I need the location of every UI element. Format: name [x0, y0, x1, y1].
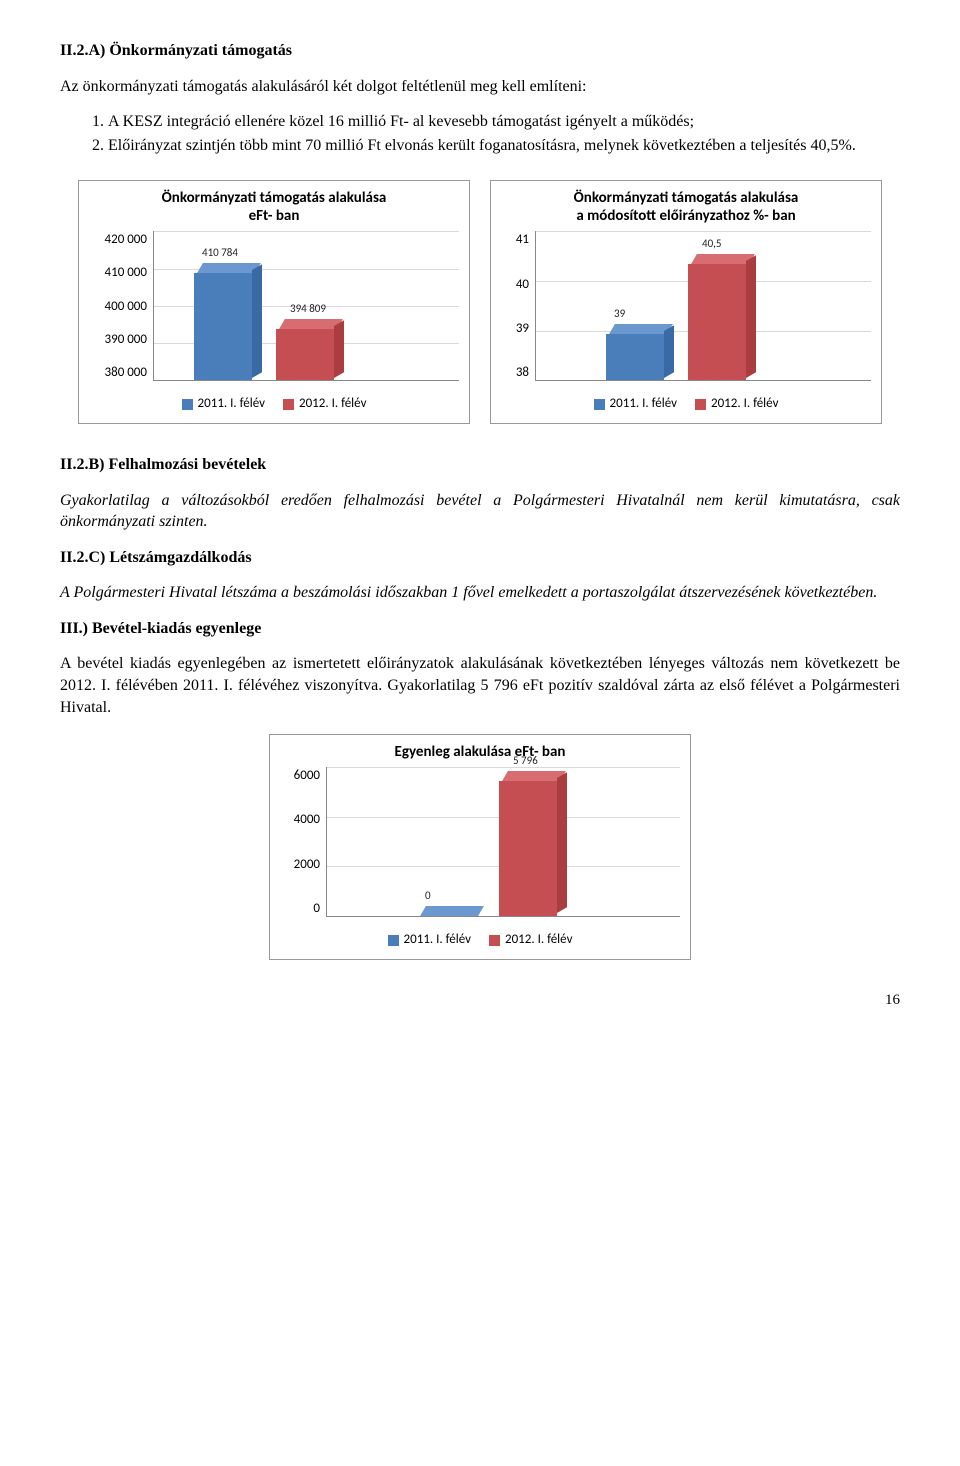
- bar: 394 809: [276, 240, 346, 380]
- ytick: 380 000: [105, 364, 147, 382]
- para-b: Gyakorlatilag a változásokból eredően fe…: [60, 490, 900, 533]
- ytick: 400 000: [105, 298, 147, 316]
- bar-label: 5 796: [513, 754, 538, 769]
- ytick: 38: [516, 364, 529, 382]
- para-iii: A bevétel kiadás egyenlegében az ismerte…: [60, 653, 900, 718]
- bar-label: 394 809: [290, 302, 326, 317]
- bar: 5 796: [499, 776, 569, 916]
- legend-item: 2012. I. félév: [283, 395, 366, 413]
- legend-label: 2011. I. félév: [404, 931, 471, 949]
- chart-bottom: Egyenleg alakulása eFt- ban 6000 4000 20…: [269, 734, 691, 960]
- bar-label: 40,5: [702, 237, 721, 252]
- plot: 39 40,5: [535, 231, 871, 381]
- ytick: 410 000: [105, 264, 147, 282]
- bar: 40,5: [688, 240, 758, 380]
- bar: 39: [606, 240, 676, 380]
- chart-single: Egyenleg alakulása eFt- ban 6000 4000 20…: [60, 734, 900, 960]
- chart-title: Önkormányzati támogatás alakulása eFt- b…: [89, 189, 459, 225]
- bar: 410 784: [194, 240, 264, 380]
- ytick: 6000: [294, 767, 320, 785]
- charts-row: Önkormányzati támogatás alakulása eFt- b…: [60, 180, 900, 424]
- legend-item: 2011. I. félév: [388, 931, 471, 949]
- chart-title-line: Önkormányzati támogatás alakulása: [162, 189, 387, 207]
- heading-iii: III.) Bevétel-kiadás egyenlege: [60, 618, 900, 640]
- ytick: 2000: [294, 856, 320, 874]
- bars: 0 5 796: [417, 776, 569, 916]
- legend-swatch: [594, 399, 605, 410]
- chart-left: Önkormányzati támogatás alakulása eFt- b…: [78, 180, 470, 424]
- chart-title-line: eFt- ban: [249, 207, 300, 225]
- list-item: A KESZ integráció ellenére közel 16 mill…: [108, 111, 900, 133]
- y-axis: 6000 4000 2000 0: [280, 767, 326, 917]
- legend-swatch: [388, 935, 399, 946]
- chart-title-line: Egyenleg alakulása eFt- ban: [395, 743, 566, 761]
- chart-right: Önkormányzati támogatás alakulása a módo…: [490, 180, 882, 424]
- ytick: 390 000: [105, 331, 147, 349]
- list-a: A KESZ integráció ellenére közel 16 mill…: [60, 111, 900, 156]
- ytick: 420 000: [105, 231, 147, 249]
- ytick: 41: [516, 231, 529, 249]
- chart-title-line: Önkormányzati támogatás alakulása: [574, 189, 799, 207]
- legend-label: 2012. I. félév: [505, 931, 572, 949]
- plot: 410 784 394 809: [153, 231, 459, 381]
- heading-b: II.2.B) Felhalmozási bevételek: [60, 454, 900, 476]
- ytick: 40: [516, 276, 529, 294]
- ytick: 4000: [294, 811, 320, 829]
- legend-swatch: [695, 399, 706, 410]
- list-item: Előirányzat szintjén több mint 70 millió…: [108, 135, 900, 157]
- page-number: 16: [60, 990, 900, 1010]
- legend-label: 2011. I. félév: [198, 395, 265, 413]
- y-axis: 420 000 410 000 400 000 390 000 380 000: [89, 231, 153, 381]
- chart-title: Egyenleg alakulása eFt- ban: [280, 743, 680, 761]
- legend: 2011. I. félév 2012. I. félév: [89, 395, 459, 413]
- legend-item: 2011. I. félév: [182, 395, 265, 413]
- y-axis: 41 40 39 38: [501, 231, 535, 381]
- heading-c: II.2.C) Létszámgazdálkodás: [60, 547, 900, 569]
- chart-title-line: a módosított előirányzathoz %- ban: [576, 207, 795, 225]
- legend-label: 2012. I. félév: [299, 395, 366, 413]
- legend-swatch: [182, 399, 193, 410]
- legend: 2011. I. félév 2012. I. félév: [280, 931, 680, 949]
- heading-a: II.2.A) Önkormányzati támogatás: [60, 40, 900, 62]
- ytick: 39: [516, 320, 529, 338]
- ytick: 0: [313, 900, 320, 918]
- bars: 410 784 394 809: [194, 240, 346, 380]
- legend-label: 2012. I. félév: [711, 395, 778, 413]
- para-c: A Polgármesteri Hivatal létszáma a beszá…: [60, 582, 900, 604]
- legend-swatch: [489, 935, 500, 946]
- legend-item: 2011. I. félév: [594, 395, 677, 413]
- legend-item: 2012. I. félév: [489, 931, 572, 949]
- legend: 2011. I. félév 2012. I. félév: [501, 395, 871, 413]
- bars: 39 40,5: [606, 240, 758, 380]
- legend-item: 2012. I. félév: [695, 395, 778, 413]
- intro-a: Az önkormányzati támogatás alakulásáról …: [60, 76, 900, 98]
- legend-label: 2011. I. félév: [610, 395, 677, 413]
- bar-label: 39: [614, 307, 625, 322]
- plot: 0 5 796: [326, 767, 680, 917]
- bar: 0: [417, 776, 487, 916]
- bar-label: 410 784: [202, 246, 238, 261]
- bar-label: 0: [425, 889, 431, 904]
- chart-title: Önkormányzati támogatás alakulása a módo…: [501, 189, 871, 225]
- legend-swatch: [283, 399, 294, 410]
